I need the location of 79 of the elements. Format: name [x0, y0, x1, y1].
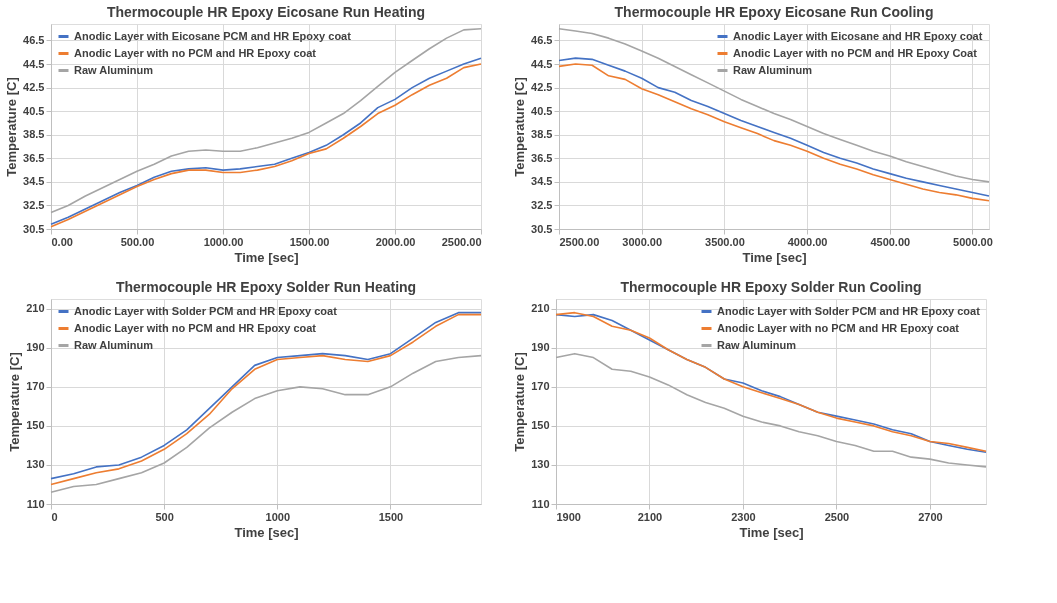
- x-tick-label: 0.00: [51, 235, 73, 248]
- x-tick-label: 2700: [918, 510, 943, 523]
- legend-label: Anodic Layer with no PCM and HR Epoxy coat: [74, 46, 317, 59]
- y-tick-label: 40.5: [531, 104, 553, 117]
- x-tick-label: 1500.00: [289, 235, 330, 248]
- x-axis-title: Time [sec]: [742, 249, 807, 265]
- line-series: [50, 354, 482, 494]
- y-axis-title: Temperature [C]: [4, 77, 20, 177]
- line-series: [50, 27, 482, 214]
- x-tick-label: 0: [51, 510, 58, 523]
- y-axis-title: Temperature [C]: [512, 77, 528, 177]
- y-tick-label: 46.5: [531, 33, 553, 46]
- y-tick-label: 30.5: [23, 222, 45, 235]
- legend-label: Anodic Layer with no PCM and HR Epoxy coat: [717, 321, 960, 334]
- x-tick-label: 1900: [556, 510, 581, 523]
- y-tick-label: 34.5: [23, 175, 45, 188]
- x-tick-label: 1000: [265, 510, 291, 523]
- line-series: [555, 352, 987, 468]
- y-tick-label: 130: [531, 458, 550, 471]
- chart-title: Thermocouple HR Epoxy Solder Run Cooling: [620, 279, 922, 295]
- y-tick-label: 44.5: [23, 57, 45, 70]
- y-tick-label: 190: [26, 341, 45, 354]
- y-tick-label: 38.5: [531, 128, 553, 141]
- y-tick-label: 40.5: [23, 104, 45, 117]
- x-tick-label: 3500.00: [705, 235, 745, 248]
- legend-label: Anodic Layer with Eicosane and HR Epoxy coat: [733, 29, 983, 42]
- y-tick-label: 110: [531, 497, 550, 510]
- x-tick-label: 1000.00: [203, 235, 244, 248]
- x-tick-label: 2500.00: [441, 235, 482, 248]
- y-tick-label: 150: [531, 419, 550, 432]
- x-axis-title: Time [sec]: [234, 524, 299, 540]
- y-tick-label: 190: [531, 341, 550, 354]
- y-tick-label: 210: [531, 302, 550, 315]
- x-tick-label: 4000.00: [787, 235, 828, 248]
- y-axis-title: Temperature [C]: [7, 352, 23, 452]
- y-tick-label: 36.5: [23, 151, 45, 164]
- x-tick-label: 2300: [731, 510, 756, 523]
- chart-title: Thermocouple HR Epoxy Eicosane Run Cooling: [614, 4, 934, 20]
- y-tick-label: 130: [26, 458, 45, 471]
- y-tick-label: 210: [26, 302, 45, 315]
- y-tick-label: 46.5: [23, 33, 45, 46]
- legend-label: Anodic Layer with Eicosane PCM and HR Epoxy coat: [74, 29, 352, 42]
- x-tick-label: 3000.00: [622, 235, 663, 248]
- y-tick-label: 44.5: [531, 57, 553, 70]
- x-tick-label: 500: [155, 510, 174, 523]
- y-tick-label: 36.5: [531, 151, 553, 164]
- x-tick-label: 4500.00: [870, 235, 911, 248]
- y-tick-label: 110: [26, 497, 45, 510]
- legend-label: Raw Aluminum: [733, 63, 813, 76]
- y-tick-label: 30.5: [531, 222, 553, 235]
- x-tick-label: 2000.00: [375, 235, 416, 248]
- y-tick-label: 42.5: [531, 81, 553, 94]
- legend-label: Raw Aluminum: [74, 63, 154, 76]
- chart-title: Thermocouple HR Epoxy Solder Run Heating: [115, 279, 417, 295]
- y-tick-label: 170: [26, 380, 45, 393]
- x-tick-label: 2100: [637, 510, 663, 523]
- legend-label: Anodic Layer with no PCM and HR Epoxy coat: [74, 321, 317, 334]
- x-tick-label: 1500: [378, 510, 404, 523]
- legend-label: Raw Aluminum: [74, 338, 154, 351]
- y-tick-label: 32.5: [531, 198, 553, 211]
- x-axis-title: Time [sec]: [739, 524, 804, 540]
- legend-label: Anodic Layer with Solder PCM and HR Epoxy coat: [74, 304, 338, 317]
- line-series: [558, 27, 990, 183]
- y-tick-label: 42.5: [23, 81, 45, 94]
- chart-title: Thermocouple HR Epoxy Eicosane Run Heating: [106, 4, 426, 20]
- x-tick-label: 2500.00: [559, 235, 600, 248]
- legend-label: Anodic Layer with no PCM and HR Epoxy Coat: [733, 46, 978, 59]
- y-tick-label: 34.5: [531, 175, 553, 188]
- y-tick-label: 38.5: [23, 128, 45, 141]
- legend-label: Anodic Layer with Solder PCM and HR Epoxy coat: [717, 304, 981, 317]
- x-tick-label: 2500: [824, 510, 850, 523]
- y-tick-label: 32.5: [23, 198, 45, 211]
- y-axis-title: Temperature [C]: [512, 352, 528, 452]
- y-tick-label: 170: [531, 380, 550, 393]
- legend-label: Raw Aluminum: [717, 338, 797, 351]
- y-tick-label: 150: [26, 419, 45, 432]
- x-tick-label: 5000.00: [953, 235, 993, 248]
- x-axis-title: Time [sec]: [234, 249, 299, 265]
- x-tick-label: 500.00: [120, 235, 155, 248]
